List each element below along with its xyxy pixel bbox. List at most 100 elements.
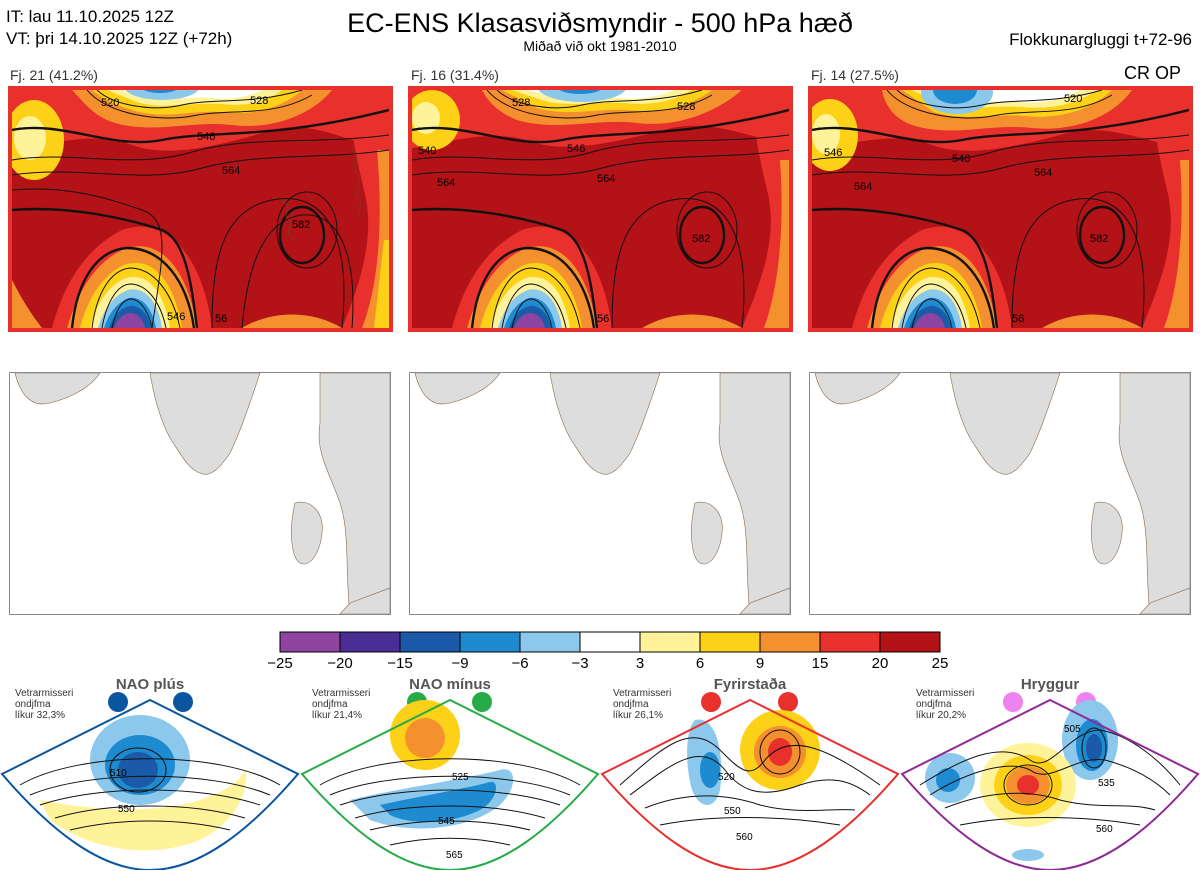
cluster-2-map: 528 528 540 546 564 564 582 56 [408,86,793,332]
valid-time: VT: þri 14.10.2025 12Z (+72h) [6,29,233,48]
colorbar-swatch [459,631,521,653]
colorbar-tick-label: −20 [327,655,352,672]
contour-label: 564 [437,177,455,189]
regime-3-title: Fyrirstaða [713,676,787,693]
colorbar-swatch [699,631,761,653]
contour-label: 546 [824,147,842,159]
colorbar-swatch [279,631,341,653]
regime-4-map: 505 535 560 [900,692,1200,870]
cluster-3-regime-tag: CR OP [1124,63,1182,83]
colorbar-swatch [759,631,821,653]
contour-label: 520 [718,772,735,783]
colorbar-tick-label: 9 [756,655,764,672]
colorbar-tick-label: −6 [511,655,528,672]
regime-2-marker [472,692,492,712]
page-title: EC-ENS Klasasviðsmyndir - 500 hPa hæð [347,8,853,38]
regime-3-note: Vetrarmisseri ondjfma líkur 26,1% [613,688,671,721]
regime-note-line: líkur 32,3% [15,710,66,721]
contour-label: 546 [567,143,585,155]
cluster-1-map: 520 528 546 564 582 546 56 [8,86,393,332]
classification-window: Flokkunargluggi t+72-96 [1009,30,1192,49]
regime-4-contour-labels: 505 535 560 [1064,724,1115,835]
regime-3-marker [778,692,798,712]
contour-label: 545 [438,816,455,827]
regime-note-line: Vetrarmisseri [312,688,371,699]
colorbar-svg: −25 −20 −15 −9 −6 −3 3 6 9 15 20 25 [267,631,949,672]
basemap-3 [809,372,1191,615]
basemap-1-land [14,373,390,614]
regime-note-line: ondjfma [916,699,952,710]
colorbar-swatch [639,631,701,653]
regime-1-note: Vetrarmisseri ondjfma líkur 32,3% [15,688,73,721]
regime-note-line: ondjfma [613,699,649,710]
regime-1-marker [173,692,193,712]
contour-label: 560 [1096,824,1113,835]
colorbar-swatch [519,631,581,653]
regime-1-contour-labels: 510 550 [110,768,135,815]
cluster-3-contour-labels: 520 546 546 564 564 582 56 [824,93,1108,325]
basemap-1 [9,372,391,615]
cluster-3-label: Fj. 14 (27.5%) [811,67,899,83]
regime-note-line: líkur 21,4% [312,710,363,721]
cluster-3-anomaly-field: 520 546 546 564 564 582 56 [812,90,1189,328]
colorbar-swatch [879,631,941,653]
regime-note-line: ondjfma [15,699,51,710]
colorbar-swatch [579,631,641,653]
cluster-3-map: 520 546 546 564 564 582 56 [808,86,1193,332]
regime-2-contour-labels: 525 545 565 [438,772,469,861]
contour-label: 546 [167,311,185,323]
contour-label: 56 [215,313,227,325]
contour-label: 550 [118,804,135,815]
contour-label: 564 [597,173,615,185]
cluster-1-contour-labels: 520 528 546 564 582 546 56 [101,95,310,325]
colorbar-tick-label: −9 [451,655,468,672]
contour-label: 546 [952,153,970,165]
contour-label: 56 [1012,313,1024,325]
regime-1-map: 510 550 [0,692,300,870]
regime-note-line: Vetrarmisseri [15,688,74,699]
init-time: IT: lau 11.10.2025 12Z [6,7,174,26]
contour-label: 564 [222,165,240,177]
contour-label: 546 [197,131,215,143]
basemap-2-land [414,373,790,614]
contour-label: 560 [736,832,753,843]
colorbar-tick-label: 6 [696,655,704,672]
regime-3-map: 520 550 560 [600,692,900,870]
colorbar-tick-label: 25 [932,655,949,672]
regime-1-title: NAO plús [115,676,185,693]
colorbar-tick-label: 3 [636,655,644,672]
contour-label: 535 [1098,778,1115,789]
colorbar-tick-label: −15 [387,655,412,672]
regime-3-contour-labels: 520 550 560 [718,772,753,843]
contour-label: 520 [101,97,119,109]
regime-note-line: líkur 20,2% [916,710,967,721]
regime-row: Vetrarmisseri ondjfma líkur 32,3% NAO pl… [0,676,1200,871]
colorbar-swatch [339,631,401,653]
cluster-1-label: Fj. 21 (41.2%) [10,67,98,83]
cluster-1-anomaly-field: 520 528 546 564 582 546 56 [12,90,389,328]
contour-label: 510 [110,768,127,779]
contour-label: 56 [597,313,609,325]
contour-label: 525 [452,772,469,783]
colorbar-swatch [819,631,881,653]
regime-note-line: Vetrarmisseri [613,688,672,699]
regime-note-line: Vetrarmisseri [916,688,975,699]
colorbar-tick-label: −25 [267,655,292,672]
colorbar-tick-label: −3 [571,655,588,672]
contour-label: 528 [512,97,530,109]
page-subtitle: Miðað við okt 1981-2010 [523,38,677,54]
colorbar-tick-label: 15 [812,655,829,672]
contour-label: 582 [692,233,710,245]
colorbar-tick-label: 20 [872,655,889,672]
contour-label: 565 [446,850,463,861]
cluster-2-label: Fj. 16 (31.4%) [411,67,499,83]
regime-4-title: Hryggur [1020,676,1080,693]
contour-label: 505 [1064,724,1081,735]
contour-label: 582 [1090,233,1108,245]
contour-label: 550 [724,806,741,817]
cluster-2-anomaly-field: 528 528 540 546 564 564 582 56 [412,90,789,328]
regime-2-title: NAO mínus [409,676,491,693]
basemap-3-land [814,373,1190,614]
regime-note-line: ondjfma [312,699,348,710]
contour-label: 540 [418,145,436,157]
